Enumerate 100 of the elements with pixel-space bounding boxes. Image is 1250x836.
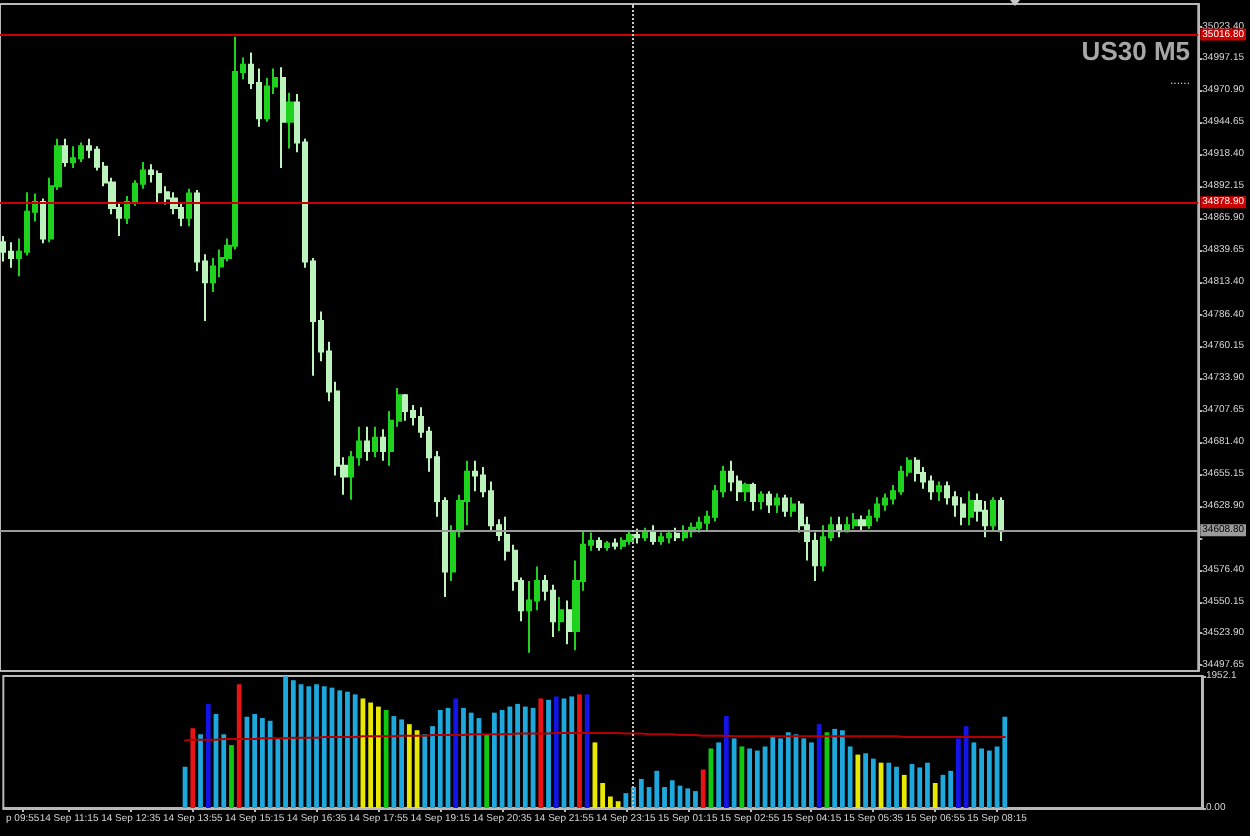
bar [522, 706, 528, 808]
bar [785, 732, 791, 808]
bar [685, 788, 691, 808]
bar [484, 734, 490, 808]
candlestick [156, 169, 162, 204]
bar [840, 730, 845, 808]
bar [383, 709, 389, 808]
bar [437, 709, 443, 808]
bar [623, 793, 629, 808]
candlestick [750, 481, 756, 512]
candlestick [982, 499, 988, 539]
bar [229, 745, 234, 808]
bar [461, 707, 466, 808]
bar [492, 712, 497, 808]
candlestick [758, 490, 764, 511]
bar [855, 754, 861, 808]
candlestick [40, 197, 46, 245]
candlestick [682, 524, 688, 542]
bar [260, 718, 265, 808]
bar [190, 728, 196, 808]
bar [700, 769, 706, 808]
bar [615, 801, 621, 808]
candlestick [914, 456, 920, 483]
candlestick [968, 490, 974, 527]
candlestick [604, 540, 610, 552]
candlestick [70, 145, 76, 170]
bar [778, 738, 783, 808]
bar [654, 770, 660, 808]
candlestick [858, 514, 866, 533]
bar [971, 742, 977, 808]
bar [870, 758, 876, 808]
bar [352, 694, 358, 808]
bar [747, 748, 752, 808]
bar [979, 748, 984, 808]
bar [731, 738, 737, 808]
bar [754, 750, 760, 808]
bar [886, 762, 892, 808]
bar [546, 699, 551, 808]
candlestick [658, 531, 664, 546]
bar [638, 778, 644, 808]
bar [577, 694, 582, 808]
bar [739, 746, 745, 808]
bar [507, 706, 513, 808]
bar [716, 742, 722, 808]
bar [267, 720, 273, 808]
bar [468, 712, 474, 808]
bar [770, 737, 776, 808]
candlestick [674, 526, 680, 542]
bar [345, 691, 350, 808]
bar [724, 716, 729, 808]
candlestick [620, 536, 626, 551]
candlestick [372, 425, 378, 459]
bar [406, 724, 412, 808]
bar [314, 684, 319, 808]
bar [337, 690, 343, 808]
candlestick [626, 530, 634, 546]
bar [205, 703, 211, 808]
candlestick [820, 524, 826, 573]
candlestick [696, 515, 702, 534]
bar [1002, 716, 1008, 808]
candlestick [990, 496, 996, 533]
bar [515, 703, 520, 808]
bar [399, 719, 404, 808]
bar [368, 702, 374, 808]
candlestick [936, 480, 942, 502]
candlestick [472, 459, 478, 493]
candlestick [634, 527, 640, 545]
candlestick [286, 91, 294, 150]
candlestick [774, 492, 780, 515]
candlestick [0, 235, 6, 263]
candlestick [8, 241, 14, 269]
candlestick [728, 459, 734, 493]
bar [252, 714, 258, 808]
candlestick [960, 496, 966, 527]
bar [391, 716, 397, 808]
candlestick [550, 583, 556, 638]
bar [499, 709, 505, 808]
bar [863, 753, 868, 808]
bar [901, 774, 907, 808]
bar [986, 750, 992, 808]
candlestick [62, 137, 68, 168]
bar [321, 686, 327, 808]
text: US30 M5 [1081, 36, 1191, 66]
bar [422, 734, 428, 808]
candlestick [364, 425, 370, 462]
bar [198, 734, 203, 808]
candlestick [844, 515, 850, 533]
bar [236, 684, 242, 808]
candlestick [612, 537, 618, 551]
bar [894, 766, 899, 808]
candlestick [928, 474, 934, 501]
candlestick [558, 595, 564, 632]
bar [917, 767, 923, 808]
bar [816, 724, 822, 808]
candlestick [766, 490, 772, 515]
candlestick [650, 524, 656, 546]
bar [584, 694, 590, 808]
candlestick [852, 512, 858, 530]
bar [376, 706, 381, 808]
candlestick [566, 599, 572, 646]
